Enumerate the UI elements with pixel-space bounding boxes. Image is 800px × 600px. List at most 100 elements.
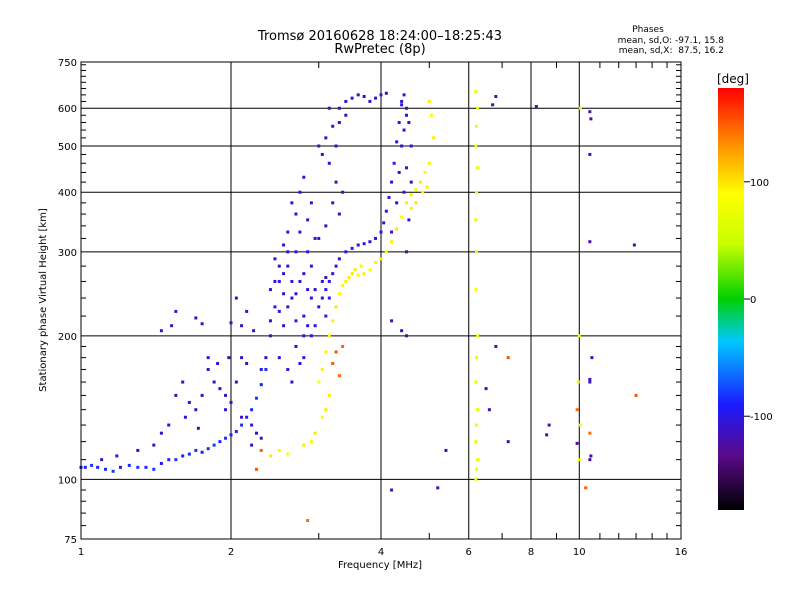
data-point	[331, 124, 335, 128]
data-point	[476, 334, 480, 338]
data-point	[194, 408, 198, 412]
data-point	[216, 361, 220, 365]
x-tick-label: 8	[528, 547, 534, 558]
data-point	[277, 448, 281, 452]
data-point	[254, 431, 258, 435]
y-tick-label: 100	[58, 475, 77, 486]
data-point	[400, 329, 404, 333]
data-point	[317, 144, 321, 148]
data-point	[414, 188, 418, 192]
data-point	[286, 367, 290, 371]
data-point	[404, 166, 408, 170]
data-point	[578, 106, 582, 110]
data-point	[320, 279, 324, 283]
data-point	[390, 488, 394, 492]
data-point	[227, 356, 231, 360]
data-point	[234, 296, 238, 300]
data-point	[277, 264, 281, 268]
data-point	[224, 436, 228, 440]
data-point	[341, 283, 345, 287]
data-point	[534, 105, 538, 109]
data-point	[427, 99, 431, 103]
data-point	[268, 319, 272, 323]
data-point	[317, 380, 321, 384]
data-point	[545, 433, 549, 437]
data-point	[474, 218, 478, 222]
data-point	[362, 94, 366, 98]
data-point	[302, 443, 306, 447]
data-point	[588, 377, 592, 381]
data-point	[282, 292, 286, 296]
data-point	[194, 316, 198, 320]
data-point	[327, 161, 331, 165]
data-point	[259, 436, 263, 440]
data-point	[404, 113, 408, 117]
data-point	[331, 319, 335, 323]
data-point	[174, 458, 178, 462]
data-point	[250, 408, 254, 412]
data-point	[167, 458, 171, 462]
data-point	[298, 230, 302, 234]
data-point	[331, 361, 335, 365]
data-point	[264, 367, 268, 371]
data-point	[306, 519, 310, 523]
data-point	[268, 334, 272, 338]
data-point	[577, 458, 581, 462]
data-point	[575, 408, 579, 412]
data-point	[252, 329, 256, 333]
data-point	[474, 144, 478, 148]
data-point	[306, 288, 310, 292]
data-point	[414, 201, 418, 205]
data-point	[313, 236, 317, 240]
data-point	[578, 423, 582, 427]
data-point	[334, 305, 338, 309]
data-point	[282, 324, 286, 328]
y-tick-label: 750	[58, 58, 77, 69]
data-point	[206, 367, 210, 371]
data-point	[337, 121, 341, 125]
data-point	[294, 212, 298, 216]
data-point	[368, 268, 372, 272]
data-point	[506, 440, 510, 444]
data-point	[588, 431, 592, 435]
data-point	[576, 380, 580, 384]
plot-frame	[80, 61, 682, 540]
data-point	[487, 408, 491, 412]
data-point	[309, 264, 313, 268]
colorbar	[718, 88, 744, 510]
data-point	[290, 279, 294, 283]
data-point	[229, 400, 233, 404]
data-point	[475, 190, 479, 194]
y-tick-label: 500	[58, 142, 77, 153]
data-point	[302, 356, 306, 360]
data-point	[187, 452, 191, 456]
data-point	[313, 431, 317, 435]
data-point	[344, 279, 348, 283]
data-point	[83, 465, 87, 469]
data-point	[194, 448, 198, 452]
data-point	[254, 467, 258, 471]
data-point	[320, 152, 324, 156]
data-point	[298, 361, 302, 365]
data-point	[494, 94, 498, 98]
data-point	[324, 288, 328, 292]
data-point	[362, 272, 366, 276]
data-point	[429, 113, 433, 117]
data-point	[302, 272, 306, 276]
data-point	[392, 161, 396, 165]
data-point	[200, 393, 204, 397]
colorbar-tick-label: -100	[750, 412, 773, 423]
data-point	[390, 230, 394, 234]
data-point	[327, 393, 331, 397]
colorbar-tick-label: 0	[750, 295, 756, 306]
data-point	[224, 408, 228, 412]
data-point	[286, 230, 290, 234]
data-point	[286, 305, 290, 309]
data-point	[240, 324, 244, 328]
data-point	[181, 380, 185, 384]
colorbar-ticks: 100 0 -100	[744, 178, 773, 423]
data-point	[384, 250, 388, 254]
data-point	[475, 423, 479, 427]
data-point	[302, 175, 306, 179]
data-point	[427, 161, 431, 165]
